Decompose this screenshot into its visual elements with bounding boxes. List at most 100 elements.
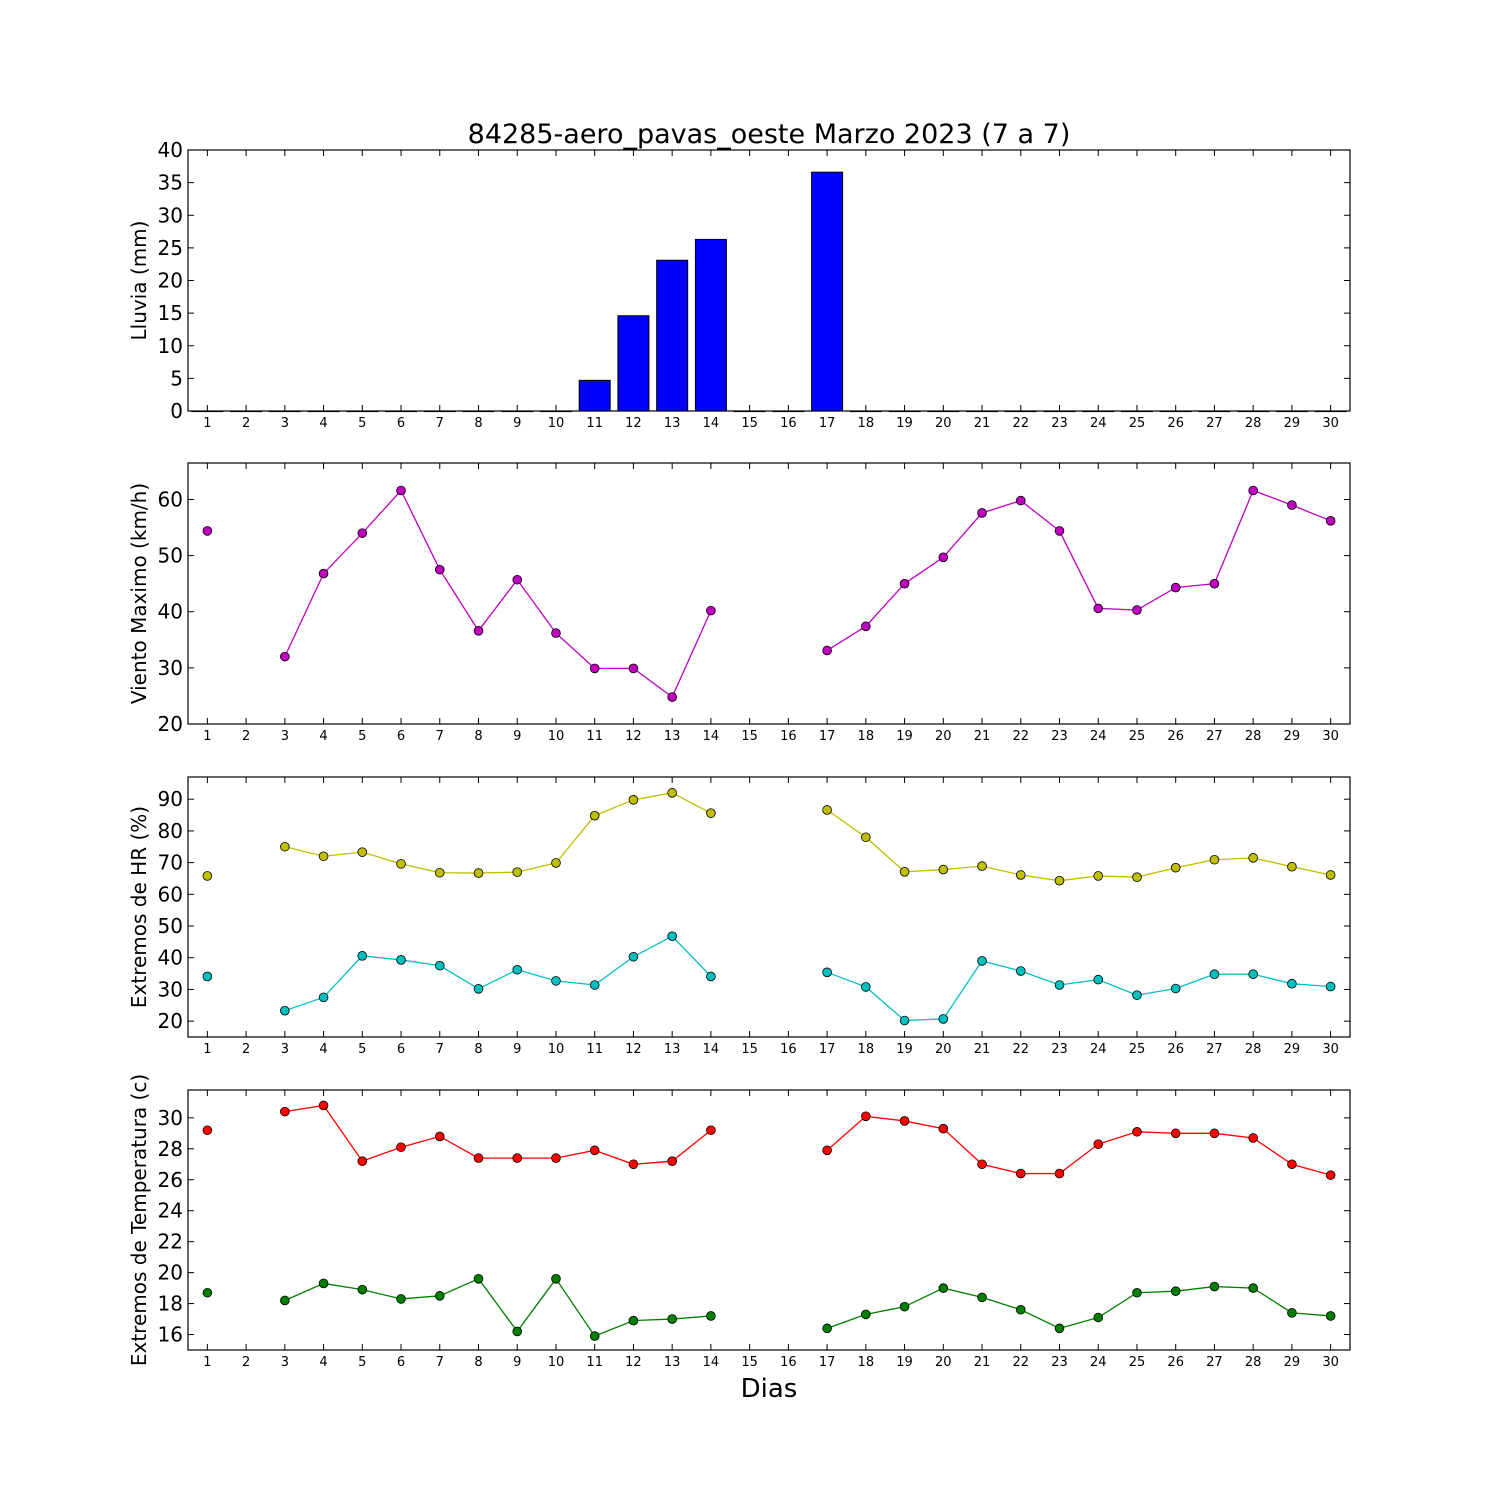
x-tick-label: 10 xyxy=(548,1042,565,1057)
data-point xyxy=(280,651,290,662)
x-tick-label: 8 xyxy=(474,1042,482,1057)
data-point xyxy=(899,1116,910,1126)
data-point xyxy=(822,967,832,978)
x-tick-label: 21 xyxy=(974,729,991,744)
data-point xyxy=(551,858,561,868)
data-point xyxy=(1325,1170,1336,1180)
data-point xyxy=(357,951,368,961)
x-tick-label: 21 xyxy=(974,1042,991,1057)
bar xyxy=(966,410,999,413)
data-point xyxy=(1015,495,1026,506)
x-tick-label: 27 xyxy=(1206,729,1223,744)
x-tick-label: 4 xyxy=(319,416,327,431)
data-point xyxy=(977,1292,987,1303)
bar xyxy=(772,410,805,413)
x-tick-label: 22 xyxy=(1012,1355,1029,1370)
data-point xyxy=(628,663,639,674)
x-tick-label: 17 xyxy=(819,1355,836,1370)
x-tick-label: 13 xyxy=(664,1042,681,1057)
bar xyxy=(578,379,611,412)
data-point xyxy=(202,871,213,881)
x-tick-label: 2 xyxy=(242,1355,250,1370)
series-line xyxy=(826,960,1331,1022)
data-point xyxy=(512,867,523,877)
x-tick-label: 4 xyxy=(319,1355,327,1370)
series-line xyxy=(284,935,712,1012)
data-point xyxy=(396,1142,406,1153)
data-point xyxy=(861,982,871,992)
y-tick-label: 20 xyxy=(158,1009,183,1033)
data-point xyxy=(589,1331,600,1341)
data-point xyxy=(938,1014,949,1024)
data-point xyxy=(1170,862,1181,873)
y-tick-label: 50 xyxy=(158,544,183,568)
x-tick-label: 10 xyxy=(548,1355,565,1370)
x-tick-label: 29 xyxy=(1284,416,1301,431)
data-point xyxy=(551,976,561,986)
data-point xyxy=(1209,854,1220,865)
data-point xyxy=(1015,1304,1026,1315)
y-tick-label: 15 xyxy=(158,301,183,325)
bar xyxy=(423,410,456,413)
x-tick-label: 24 xyxy=(1090,729,1107,744)
data-point xyxy=(357,1156,368,1166)
y-tick-label: 20 xyxy=(158,269,183,293)
y-axis-label: Viento Maximo (km/h) xyxy=(127,483,151,704)
x-tick-label: 24 xyxy=(1090,416,1107,431)
x-tick-label: 4 xyxy=(319,1042,327,1057)
x-tick-label: 25 xyxy=(1129,1042,1146,1057)
x-tick-label: 16 xyxy=(780,416,797,431)
data-point xyxy=(202,526,213,536)
data-point xyxy=(512,964,523,975)
axes-frame xyxy=(187,462,1351,725)
data-point xyxy=(1132,872,1142,882)
data-point xyxy=(1054,526,1065,536)
y-tick-label: 20 xyxy=(158,1261,183,1285)
data-point xyxy=(434,960,445,971)
x-tick-label: 29 xyxy=(1284,729,1301,744)
x-tick-label: 17 xyxy=(819,416,836,431)
x-tick-label: 27 xyxy=(1206,1042,1223,1057)
data-point xyxy=(1248,1283,1258,1293)
data-point xyxy=(938,864,949,875)
data-point xyxy=(667,788,677,798)
bar xyxy=(346,410,379,413)
data-point xyxy=(706,1125,716,1136)
bar xyxy=(617,315,650,412)
data-point xyxy=(977,956,987,966)
x-tick-label: 8 xyxy=(474,1355,482,1370)
data-point xyxy=(1325,1311,1336,1321)
data-point xyxy=(280,1106,290,1117)
x-tick-label: 16 xyxy=(780,1355,797,1370)
data-point xyxy=(1170,1128,1181,1139)
x-tick-label: 23 xyxy=(1051,1355,1068,1370)
y-tick-label: 70 xyxy=(158,851,183,875)
bar xyxy=(1043,410,1076,413)
data-point xyxy=(1132,605,1142,615)
y-tick-label: 10 xyxy=(158,334,183,358)
x-tick-label: 20 xyxy=(935,1042,952,1057)
bar xyxy=(733,410,766,413)
x-tick-label: 30 xyxy=(1322,416,1339,431)
y-tick-label: 90 xyxy=(158,787,183,811)
x-tick-label: 3 xyxy=(281,729,289,744)
x-tick-label: 20 xyxy=(935,729,952,744)
x-tick-label: 18 xyxy=(858,729,875,744)
data-point xyxy=(551,1274,561,1284)
x-tick-label: 5 xyxy=(358,416,366,431)
data-point xyxy=(1015,1168,1026,1179)
x-tick-label: 20 xyxy=(935,1355,952,1370)
data-point xyxy=(551,1153,561,1163)
x-tick-label: 2 xyxy=(242,416,250,431)
x-tick-label: 5 xyxy=(358,1355,366,1370)
data-point xyxy=(861,832,871,843)
x-tick-label: 8 xyxy=(474,729,482,744)
x-tick-label: 12 xyxy=(625,1355,642,1370)
data-point xyxy=(202,1125,213,1136)
x-tick-label: 28 xyxy=(1245,1355,1262,1370)
x-tick-label: 23 xyxy=(1051,416,1068,431)
series-line xyxy=(284,489,712,699)
bar xyxy=(811,171,844,412)
data-point xyxy=(1209,1128,1220,1139)
